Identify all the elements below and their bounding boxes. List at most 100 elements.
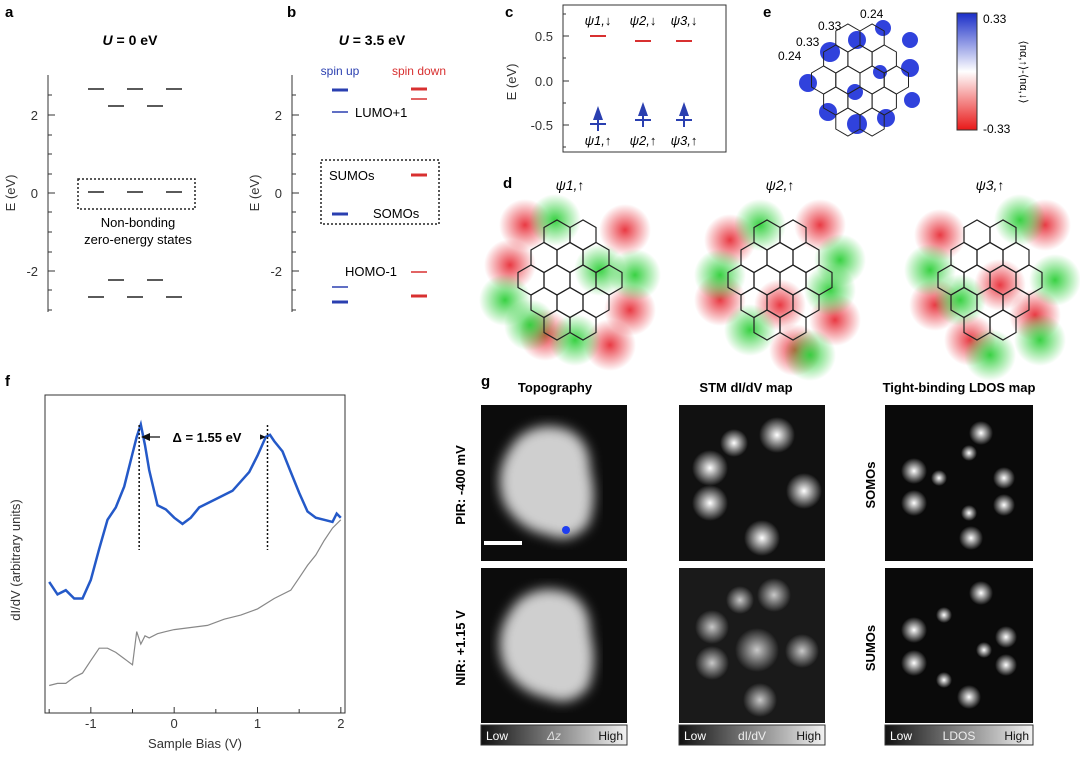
intensity-spot (695, 610, 729, 644)
psi-up-label: ψ1,↑ (585, 133, 612, 148)
somos-label: SOMOs (373, 206, 420, 221)
panel-b-ytick: -2 (270, 264, 282, 279)
panel-f-xticks: -1 0 1 2 (48, 707, 344, 731)
lumo-label: LUMO+1 (355, 105, 407, 120)
intensity-spot (957, 685, 981, 709)
orbital-lobe-positive (1029, 254, 1080, 306)
spin-colorbar (956, 12, 978, 131)
colorbar-didv (678, 724, 826, 746)
panel-f-ylabel: dI/dV (arbitrary units) (8, 499, 23, 620)
panel-f-frame (44, 394, 346, 714)
panel-b-ytick: 2 (275, 108, 282, 123)
orbital-lobe-positive (724, 304, 776, 356)
spin-density-site (901, 59, 919, 77)
panel-a: a U = 0 eV 2 0 -2 E (eV) Non-bonding zer… (3, 4, 196, 312)
panel-b-title-u: U (339, 32, 350, 48)
column-header: Topography (518, 380, 593, 395)
orbital-map-1 (479, 194, 661, 371)
topography-image-pir (481, 405, 627, 561)
hexagon-ring (859, 107, 885, 137)
panel-e-molecule (799, 20, 920, 137)
intensity-spot (959, 526, 983, 550)
orbital-map-3 (904, 194, 1080, 381)
intensity-spot (759, 417, 795, 453)
stm-didv-map-pir (679, 405, 825, 561)
topography-image-nir (481, 568, 627, 723)
spin-density-site (904, 92, 920, 108)
tip-position-marker (562, 526, 570, 534)
panel-f-plot (48, 419, 342, 687)
panel-d-letter: d (503, 175, 512, 192)
psi-label: ψ3,↑ (976, 177, 1005, 193)
psi-label: ψ2,↑ (766, 177, 795, 193)
spin-density-site (875, 20, 891, 36)
scale-bar (484, 541, 522, 545)
panel-b-box (320, 159, 440, 225)
panel-c-down-levels (590, 35, 692, 42)
colorbar-min: -0.33 (983, 122, 1011, 136)
panel-c-letter: c (505, 4, 513, 21)
panel-c-ylabel: E (eV) (504, 64, 519, 101)
hexagon-ring (847, 44, 873, 74)
panel-c-ytick: 0.5 (535, 29, 553, 44)
intensity-spot (995, 626, 1017, 648)
colorbar-mid: Δz (546, 729, 561, 743)
colorbar-low: Low (890, 729, 912, 743)
colorbar-label: ⟨nα,↑⟩-⟨nα,↓⟩ (1017, 41, 1029, 104)
colorbar-max: 0.33 (983, 12, 1007, 26)
panel-a-ticks (48, 94, 55, 311)
intensity-spot (961, 505, 977, 521)
intensity-spot (726, 586, 754, 614)
spectrum-line (49, 519, 342, 687)
orbital-lobe-negative (599, 204, 651, 256)
panel-f-letter: f (5, 373, 11, 390)
psi-down-label: ψ3,↓ (671, 13, 698, 28)
orbital-lobe-positive (1014, 314, 1066, 366)
hexagon-ring (543, 264, 571, 296)
spin-density-site (902, 32, 918, 48)
panel-b-title: U = 3.5 eV (339, 32, 406, 48)
panel-f: f -1 0 1 2 dI/dV (arbitrary units) Sample B… (5, 373, 346, 751)
panel-b-spin-down-levels (411, 87, 427, 298)
panel-a-ylabel: E (eV) (3, 175, 18, 212)
spin-density-site (873, 65, 887, 79)
ldos-map-somos (885, 405, 1033, 561)
panel-a-title-rest: = 0 eV (113, 32, 158, 48)
intensity-spot (757, 578, 791, 612)
orbital-lobe-positive (734, 199, 786, 251)
panel-a-box (77, 178, 196, 210)
panel-c-up-levels (590, 119, 692, 125)
x-tick-label: 2 (337, 716, 344, 731)
gap-label: Δ = 1.55 eV (173, 430, 242, 445)
panel-a-title: U = 0 eV (103, 32, 159, 48)
intensity-spot (720, 429, 748, 457)
x-tick-label: 1 (254, 716, 261, 731)
intensity-spot (901, 617, 927, 643)
psi-up-label: ψ3,↑ (671, 133, 698, 148)
panel-c-frame (562, 4, 727, 153)
column-header: STM dI/dV map (699, 380, 792, 395)
colorbar-low: Low (684, 729, 706, 743)
right-row-label: SUMOs (863, 625, 878, 671)
intensity-spot (692, 485, 728, 521)
orbital-lobe-positive (609, 249, 661, 301)
spin-density-site (847, 114, 867, 134)
orbital-map-2 (694, 199, 866, 381)
panel-b-spin-up-levels (332, 88, 348, 304)
orbital-lobe-positive (804, 264, 856, 316)
psi-label: ψ1,↑ (556, 177, 585, 193)
panel-c-ytick: -0.5 (531, 118, 553, 133)
spin-density-site (819, 103, 837, 121)
intensity-spot (735, 628, 779, 672)
psi-down-label: ψ2,↓ (630, 13, 657, 28)
panel-a-box-label: zero-energy states (84, 232, 192, 247)
panel-a-ytick: -2 (26, 264, 38, 279)
panel-g-letter: g (481, 373, 490, 390)
intensity-spot (785, 634, 819, 668)
panel-a-letter: a (5, 4, 14, 21)
intensity-spot (901, 458, 927, 484)
intensity-spot (901, 650, 927, 676)
panel-c: c 0.5 0.0 -0.5 E (eV) ψ1,↓ ψ2,↓ ψ3,↓ ψ1,… (504, 4, 727, 153)
orbital-lobe-positive (549, 314, 601, 366)
orbital-lobe-positive (994, 194, 1046, 246)
